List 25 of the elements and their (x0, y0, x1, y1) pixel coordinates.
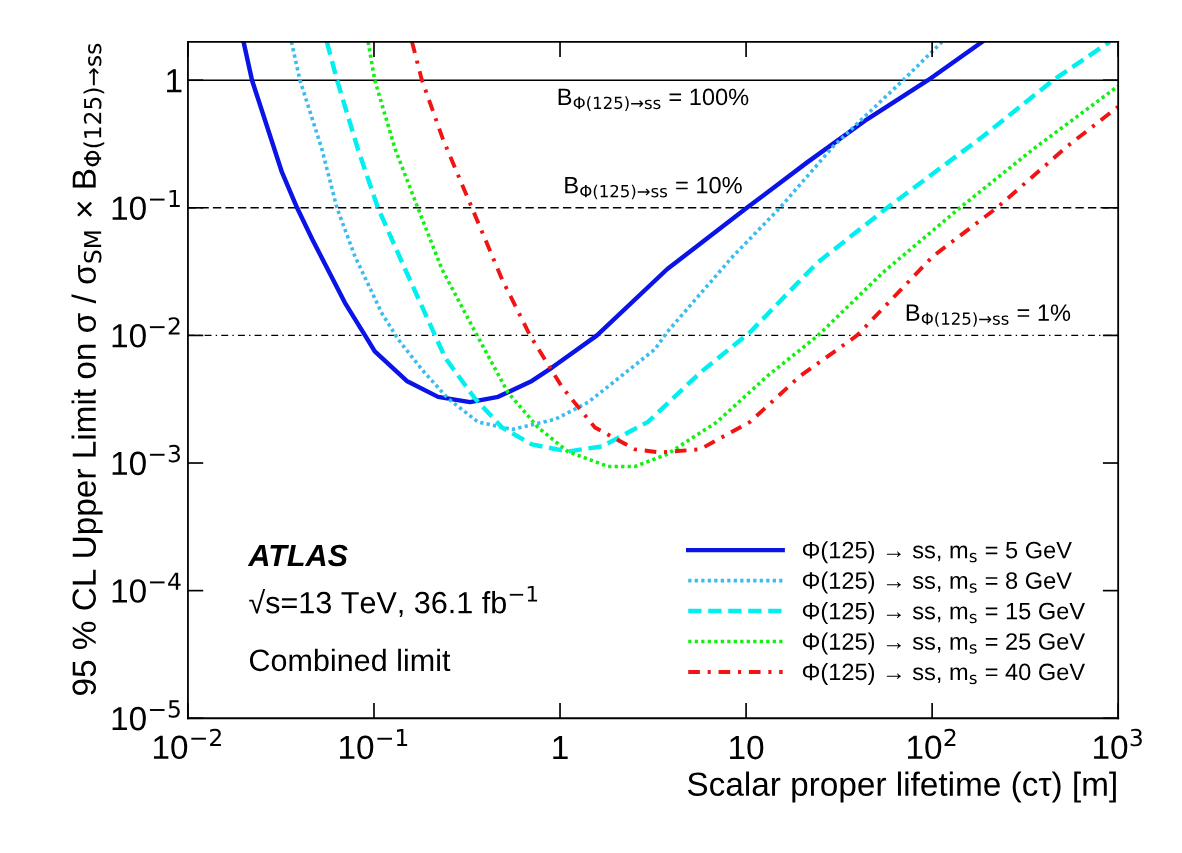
legend-label: Φ(125) → ss, m$_{s}$ = 15 GeV (802, 602, 1085, 625)
y-axis-title: 95 % CL Upper Limit on σ / σ$_{SM}$ × B$_{Φ(125)→ss}$ (71, 43, 105, 695)
x-tick-label: 10 (730, 735, 764, 760)
legend-label: Φ(125) → ss, m$_{s}$ = 8 GeV (802, 571, 1072, 594)
x-tick-label: 1 (553, 736, 568, 760)
x-tick-label: 10$^{−2}$ (153, 728, 221, 760)
y-tick-label: 10$^{−5}$ (112, 700, 180, 731)
annotation: ATLAS (247, 544, 348, 567)
x-tick-label: 10$^{−1}$ (340, 729, 408, 760)
legend-label: Φ(125) → ss, m$_{s}$ = 25 GeV (802, 632, 1085, 655)
y-tick-label: 10$^{−1}$ (112, 189, 180, 220)
annotation: √s=13 TeV, 36.1 fb$^{−1}$ (249, 585, 538, 618)
y-tick-label: 10$^{−2}$ (112, 317, 180, 348)
x-axis-title: Scalar proper lifetime (cτ) [m] (687, 771, 1116, 803)
x-tick-label: 10$^{3}$ (1094, 728, 1142, 760)
ref-line-label: B$_{Φ(125)→ss}$ = 1% (906, 304, 1071, 327)
y-tick-label: 10$^{−4}$ (112, 572, 181, 603)
y-tick-label: 1 (167, 69, 182, 93)
legend-label: Φ(125) → ss, m$_{s}$ = 5 GeV (802, 541, 1072, 564)
ref-line-label: B$_{Φ(125)→ss}$ = 10% (565, 176, 742, 200)
annotation: Combined limit (249, 648, 451, 672)
legend-label: Φ(125) → ss, m$_{s}$ = 40 GeV (802, 662, 1085, 685)
ref-line-label: B$_{Φ(125)→ss}$ = 100% (558, 88, 749, 112)
y-tick-label: 10$^{−3}$ (112, 444, 180, 476)
x-tick-label: 10$^{2}$ (908, 728, 956, 760)
